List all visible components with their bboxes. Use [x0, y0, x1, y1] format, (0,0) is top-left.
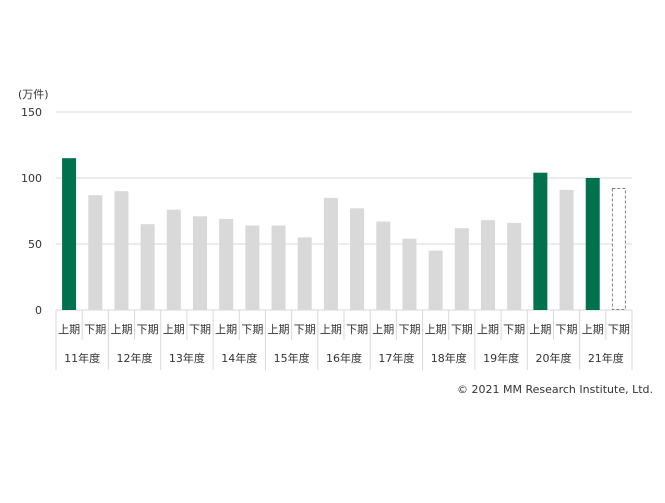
half-label: 下期: [503, 323, 525, 336]
year-label: 14年度: [221, 351, 257, 365]
year-label: 18年度: [431, 351, 467, 365]
bar-17年度-上期: [376, 221, 391, 310]
year-label: 13年度: [169, 351, 205, 365]
y-tick-label: 0: [35, 304, 42, 317]
half-label: 下期: [346, 323, 368, 336]
bar-12年度-上期: [114, 191, 129, 310]
half-label: 上期: [372, 323, 394, 336]
year-label: 12年度: [117, 351, 153, 365]
bar-15年度-上期: [271, 225, 286, 310]
copyright-notice: © 2021 MM Research Institute, Ltd.: [456, 383, 653, 396]
half-label: 下期: [84, 323, 106, 336]
y-tick-label: 50: [28, 238, 42, 251]
bar-20年度-上期: [533, 172, 548, 310]
half-label: 下期: [294, 323, 316, 336]
half-label: 上期: [477, 323, 499, 336]
year-label: 19年度: [483, 351, 519, 365]
year-label: 11年度: [64, 351, 100, 365]
bar-13年度-下期: [193, 216, 207, 310]
bar-15年度-下期: [297, 237, 312, 310]
bar-19年度-上期: [481, 220, 495, 310]
bar-19年度-下期: [507, 222, 522, 310]
bar-11年度-上期: [62, 158, 77, 310]
half-label: 上期: [529, 323, 551, 336]
bar-16年度-上期: [323, 197, 338, 310]
half-label: 上期: [425, 323, 447, 336]
half-label: 上期: [215, 323, 237, 336]
half-label: 上期: [163, 323, 185, 336]
year-label: 21年度: [588, 351, 624, 365]
year-label: 20年度: [535, 351, 571, 365]
half-label: 上期: [58, 323, 80, 336]
bar-11年度-下期: [88, 195, 103, 310]
bar-18年度-上期: [428, 250, 443, 310]
half-label: 上期: [268, 323, 290, 336]
bar-13年度-上期: [166, 209, 181, 310]
half-label: 下期: [241, 323, 263, 336]
half-label: 上期: [320, 323, 342, 336]
bar-12年度-下期: [140, 224, 155, 310]
bar-16年度-下期: [350, 208, 365, 310]
y-tick-label: 150: [21, 106, 42, 119]
half-label: 下期: [451, 323, 473, 336]
bar-20年度-下期: [559, 189, 574, 310]
bar-21年度-上期: [585, 178, 600, 310]
year-label: 16年度: [326, 351, 362, 365]
bar-21年度-下期: [611, 188, 626, 310]
y-axis-unit-label: (万件): [18, 88, 49, 101]
year-label: 17年度: [378, 351, 414, 365]
half-label: 下期: [189, 323, 211, 336]
bar-18年度-下期: [454, 228, 469, 310]
half-label: 下期: [398, 323, 420, 336]
bar-14年度-上期: [219, 218, 234, 310]
half-label: 上期: [110, 323, 132, 336]
half-label: 上期: [582, 323, 604, 336]
half-label: 下期: [556, 323, 578, 336]
bar-17年度-下期: [402, 238, 417, 310]
y-tick-label: 100: [21, 172, 42, 185]
half-label: 下期: [137, 323, 159, 336]
half-label: 下期: [608, 323, 630, 336]
year-label: 15年度: [274, 351, 310, 365]
bar-14年度-下期: [245, 225, 260, 310]
